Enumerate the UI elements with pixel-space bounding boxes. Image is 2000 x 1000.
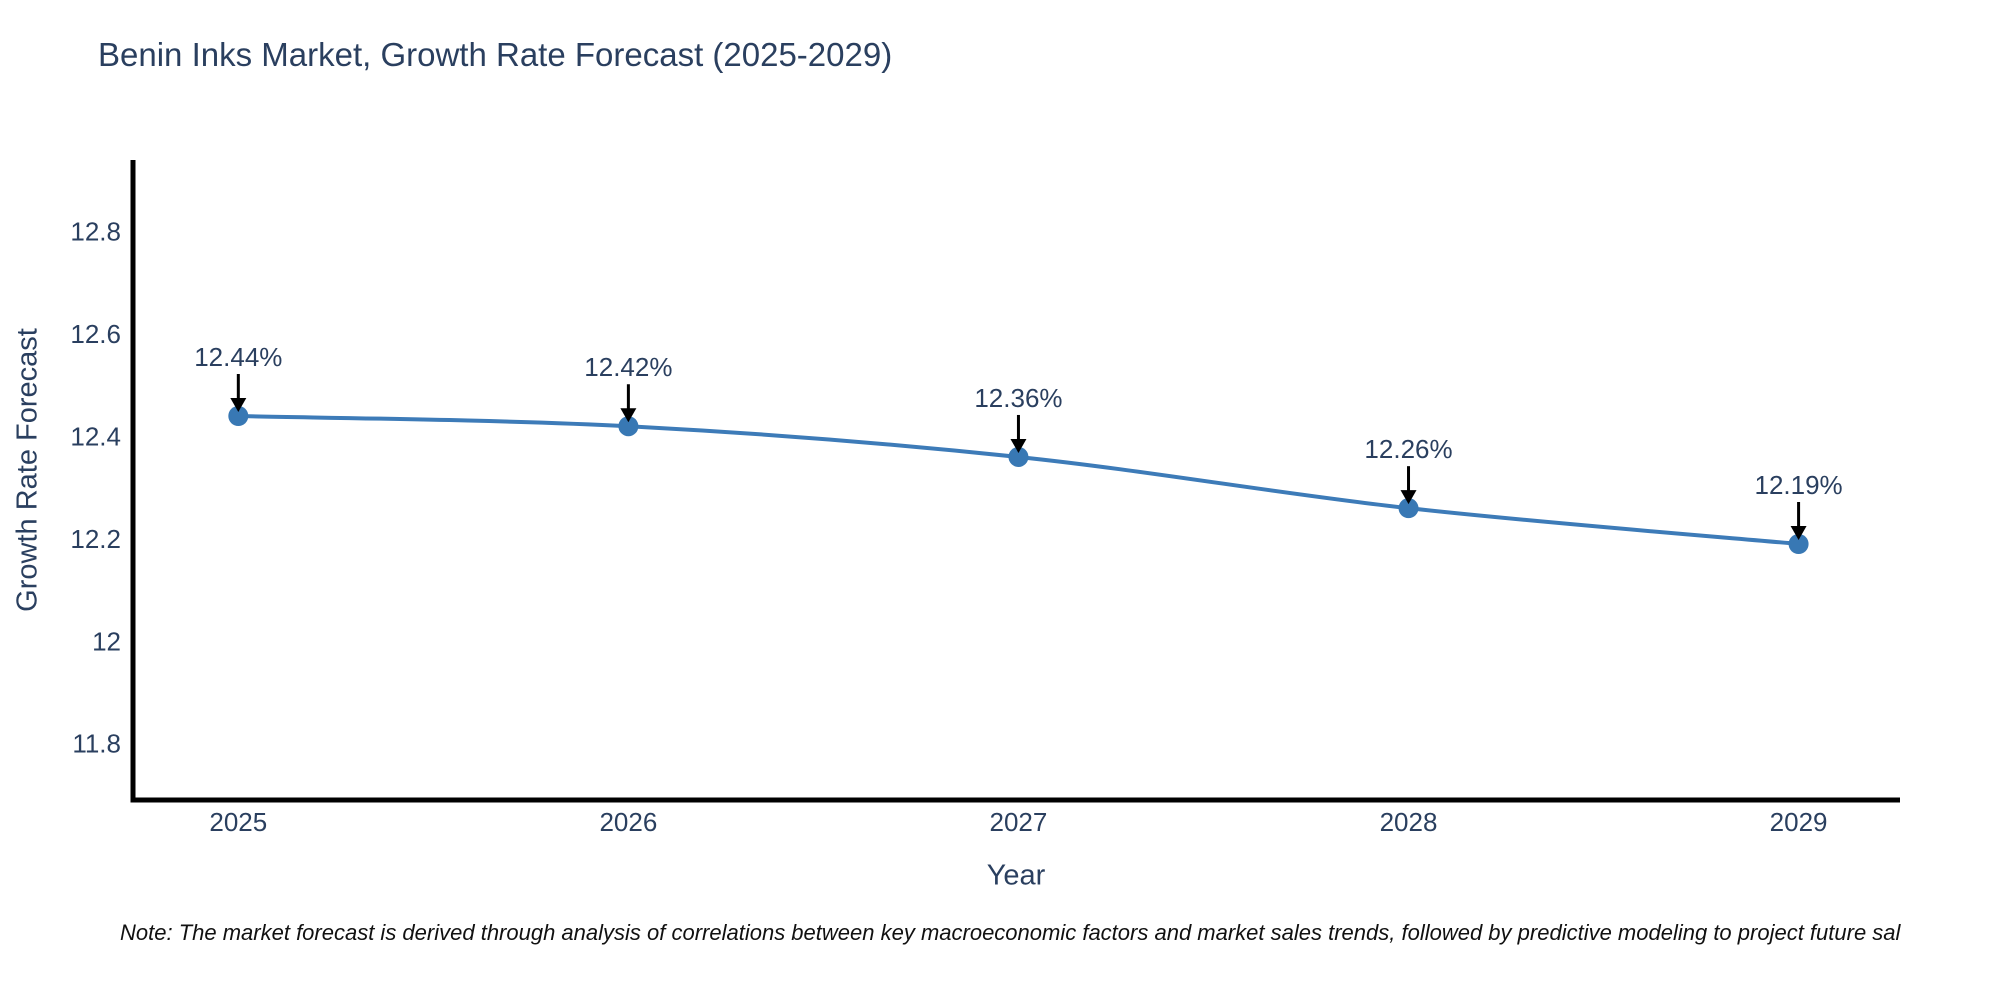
y-tick-label: 12 <box>92 626 121 656</box>
y-tick-label: 11.8 <box>72 729 121 759</box>
y-tick-label: 12.2 <box>70 524 121 554</box>
data-point-marker <box>1398 498 1419 519</box>
chart-title: Benin Inks Market, Growth Rate Forecast … <box>98 36 893 73</box>
x-tick-label: 2026 <box>599 807 657 837</box>
x-tick-label: 2029 <box>1770 807 1828 837</box>
y-tick-label: 12.4 <box>70 421 121 451</box>
data-point-marker <box>618 416 639 437</box>
annotation-arrowhead <box>1010 438 1027 453</box>
x-tick-label: 2025 <box>209 807 267 837</box>
y-axis-title: Growth Rate Forecast <box>11 328 44 612</box>
annotation-arrowhead <box>620 408 637 423</box>
y-tick-label: 12.8 <box>70 217 121 247</box>
annotation-arrowhead <box>230 398 247 412</box>
data-point-marker <box>1008 446 1029 467</box>
footnote: Note: The market forecast is derived thr… <box>120 920 1901 945</box>
x-tick-label: 2028 <box>1380 807 1438 837</box>
annotation-arrowhead <box>1400 490 1417 505</box>
point-label: 12.26% <box>1364 434 1452 464</box>
point-label: 12.19% <box>1754 470 1842 500</box>
data-point-marker <box>1788 534 1809 554</box>
y-tick-label: 12.6 <box>70 319 121 349</box>
x-axis-title: Year <box>986 859 1046 892</box>
annotation-arrowhead <box>1790 526 1807 540</box>
data-point-marker <box>228 406 249 426</box>
point-label: 12.44% <box>194 342 282 372</box>
point-label: 12.42% <box>584 352 672 382</box>
x-tick-label: 2027 <box>990 807 1048 837</box>
point-label: 12.36% <box>974 383 1062 413</box>
